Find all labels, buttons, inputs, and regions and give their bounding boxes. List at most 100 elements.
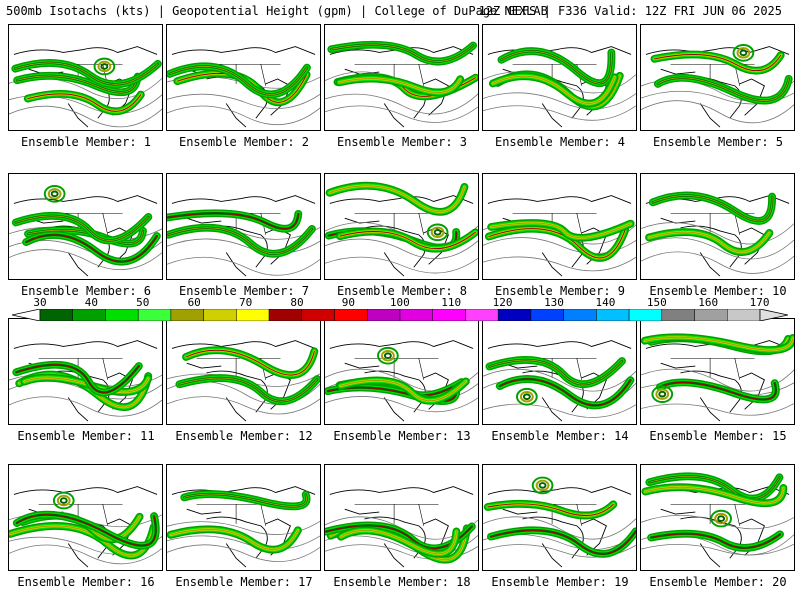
closed-low: [732, 44, 755, 62]
colorbar-swatch: [530, 309, 564, 321]
jet-streak: [169, 65, 308, 95]
member-map-10: [640, 173, 795, 280]
colorbar-tick-label: 110: [441, 296, 462, 309]
closed-low: [56, 494, 71, 507]
member-map-15: [640, 318, 795, 425]
closed-low: [655, 388, 670, 400]
coastline: [645, 46, 790, 128]
height-contour: [483, 92, 636, 110]
closed-low: [433, 228, 442, 236]
member-caption: Ensemble Member: 1: [20, 135, 152, 149]
height-contour: [483, 368, 636, 392]
colorbar-tick-label: 140: [595, 296, 616, 309]
jet-streak: [490, 529, 636, 555]
member-map-8: [324, 173, 479, 280]
jet-streak: [183, 493, 308, 507]
jet-streak: [340, 529, 457, 555]
member-map-6: [8, 173, 163, 280]
colorbar-swatch: [563, 309, 597, 321]
height-contour: [641, 251, 794, 274]
coastline: [329, 195, 474, 277]
jet-streak: [648, 231, 770, 253]
coastline: [171, 486, 316, 568]
member-map-12: [166, 318, 321, 425]
colorbar-tick-label: 100: [389, 296, 410, 309]
colorbar-swatch: [72, 309, 106, 321]
colorbar-swatch: [268, 309, 303, 321]
jet-streak: [182, 346, 319, 379]
member-caption: Ensemble Member: 6: [20, 284, 152, 298]
height-contour: [483, 403, 636, 418]
jet-streak: [488, 359, 623, 385]
closed-low: [714, 512, 729, 525]
colorbar-strip: [12, 309, 788, 321]
colorbar-tick-label: 50: [136, 296, 150, 309]
jet-streak: [15, 364, 140, 393]
jet-streak: [657, 77, 790, 101]
member-map-1: [8, 24, 163, 131]
closed-low: [52, 491, 75, 510]
closed-low: [515, 387, 538, 406]
jet-streak: [339, 231, 476, 250]
jet-streak: [659, 381, 777, 400]
height-contour: [167, 544, 320, 562]
jet-streak: [9, 525, 155, 556]
jet-streak: [644, 336, 794, 351]
borders: [670, 357, 755, 380]
height-contour: [167, 93, 320, 109]
height-contour: [9, 544, 162, 565]
jet-streak: [16, 514, 157, 547]
closed-low: [739, 49, 748, 57]
colorbar-swatch: [727, 309, 761, 321]
height-contour: [325, 93, 478, 115]
member-map-4: [482, 24, 637, 131]
colorbar-swatch: [694, 309, 728, 321]
colorbar-swatch: [137, 309, 172, 321]
member-caption: Ensemble Member: 14: [491, 429, 629, 443]
height-contour: [641, 237, 794, 260]
height-contour: [9, 249, 162, 271]
jet-streak: [490, 222, 632, 239]
height-contour: [167, 238, 320, 254]
height-contour: [9, 396, 162, 417]
colorbar-tick-label: 130: [544, 296, 564, 309]
member-caption: Ensemble Member: 12: [175, 429, 313, 443]
colorbar-swatch: [465, 309, 499, 321]
colorbar-swatch: [170, 309, 204, 321]
closed-low: [710, 509, 732, 528]
jet-streak: [16, 75, 139, 93]
closed-low: [522, 393, 531, 401]
height-contour: [483, 516, 636, 540]
closed-low: [426, 223, 449, 242]
member-caption: Ensemble Member: 13: [333, 429, 471, 443]
jet-streak: [654, 53, 782, 72]
jet-streak: [648, 475, 780, 499]
height-contour: [167, 396, 320, 415]
jet-streak: [652, 194, 773, 222]
member-map-2: [166, 24, 321, 131]
colorbar-swatch: [39, 309, 73, 321]
colorbar-arrow-left: [12, 309, 41, 321]
member-caption: Ensemble Member: 15: [649, 429, 787, 443]
closed-low: [535, 479, 550, 492]
height-contour: [167, 256, 320, 276]
closed-low: [717, 515, 726, 522]
member-map-20: [640, 464, 795, 571]
colorbar-tick-label: 150: [646, 296, 667, 309]
colorbar-tick-label: 40: [84, 296, 99, 309]
height-contour: [325, 238, 478, 260]
member-caption: Ensemble Member: 18: [333, 575, 471, 589]
member-caption: Ensemble Member: 4: [494, 135, 626, 149]
jet-streak: [487, 503, 614, 516]
closed-low: [380, 350, 395, 362]
height-contour: [641, 543, 794, 556]
member-caption: Ensemble Member: 8: [336, 284, 468, 298]
jet-streak: [170, 528, 299, 551]
colorbar-tick-label: 30: [33, 296, 47, 309]
height-contour: [325, 396, 478, 413]
jet-streak: [27, 93, 142, 112]
colorbar-swatch: [203, 309, 237, 321]
colorbar-swatch: [661, 309, 695, 321]
member-map-17: [166, 464, 321, 571]
closed-low: [430, 226, 445, 239]
